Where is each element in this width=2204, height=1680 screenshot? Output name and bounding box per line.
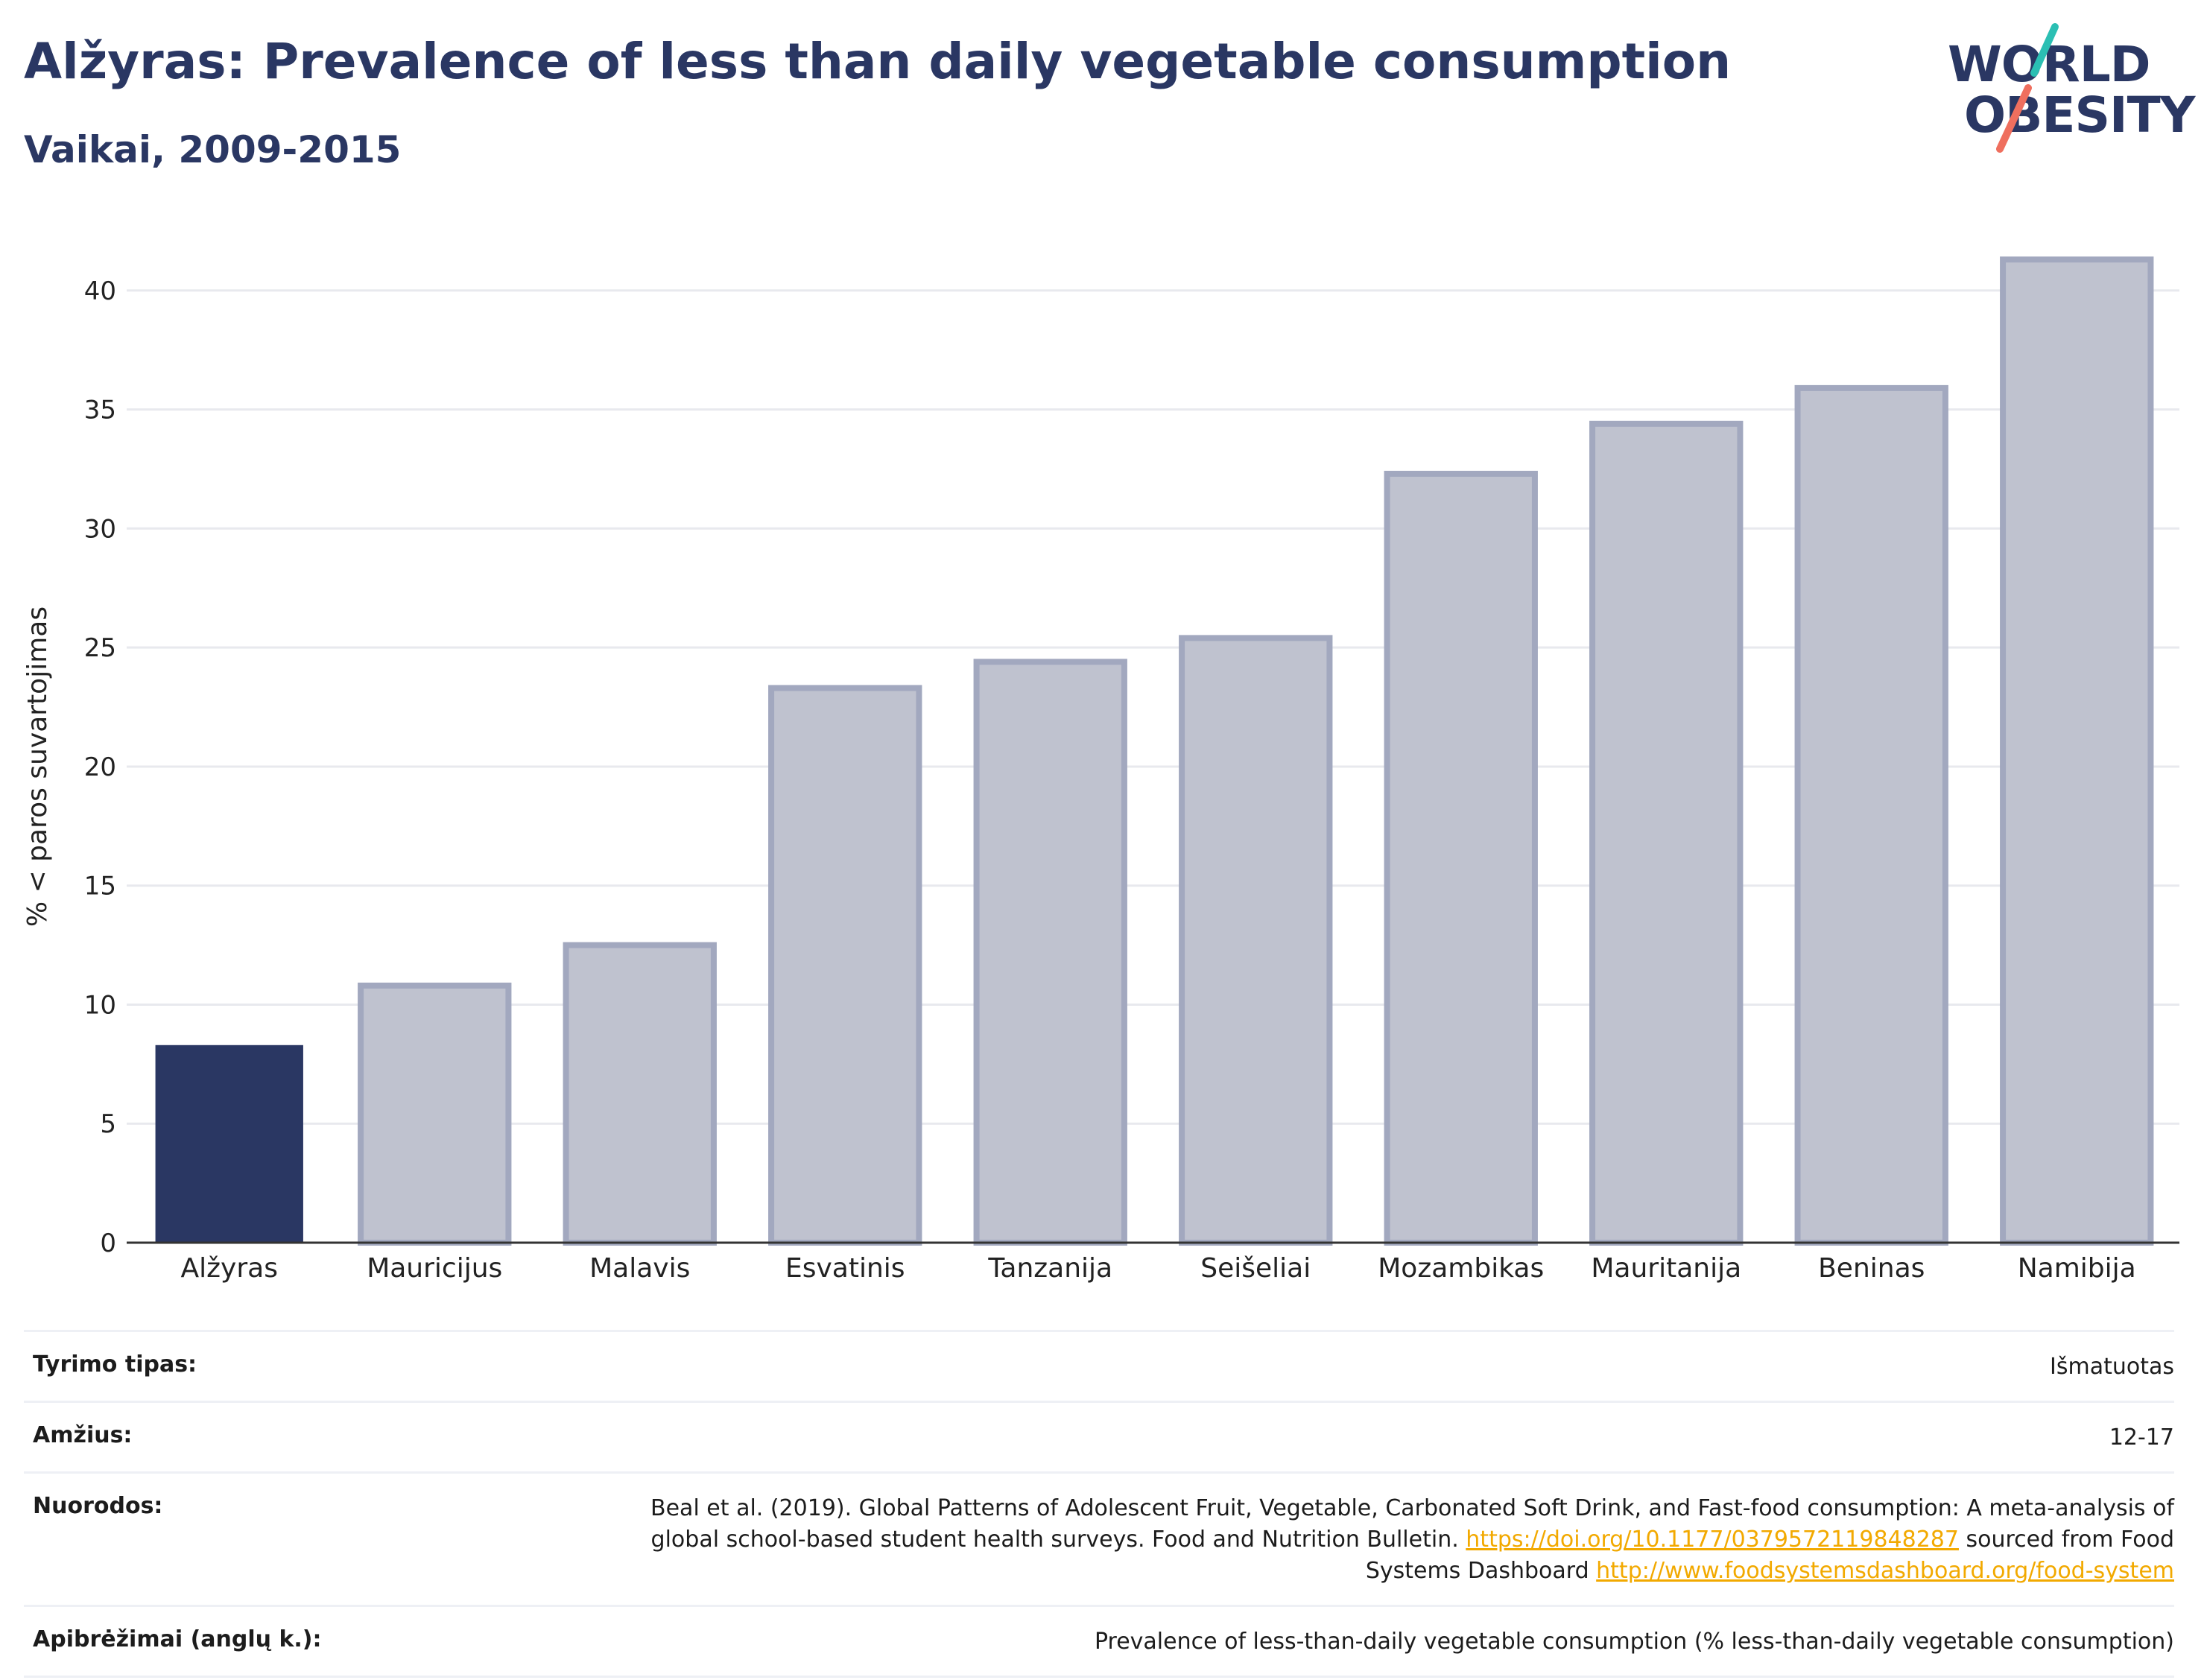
- y-tick-label: 15: [84, 872, 116, 901]
- bar-Mozambikas: [1384, 470, 1538, 1246]
- info-label: Amžius:: [33, 1422, 133, 1448]
- bar-Seišeliai: [1179, 635, 1333, 1246]
- info-value: Prevalence of less-than-daily vegetable …: [1094, 1629, 2174, 1655]
- x-tick-label: Tanzanija: [987, 1253, 1112, 1284]
- logo-slash-icon: [1996, 23, 2059, 153]
- info-row-definitions: Apibrėžimai (anglų k.): Prevalence of le…: [24, 1605, 2174, 1678]
- bar-Beninas: [1794, 384, 1948, 1246]
- x-tick-label: Beninas: [1818, 1253, 1925, 1284]
- bar-chart: 0 5 10 15 20 25 30 35 40 Alžyras Mauricijus Malavis…: [22, 256, 2179, 1284]
- x-tick-label: Seišeliai: [1200, 1253, 1311, 1284]
- x-tick-label: Esvatinis: [785, 1253, 905, 1284]
- bars: [155, 256, 2154, 1246]
- y-tick-label: 40: [84, 276, 116, 306]
- info-label: Apibrėžimai (anglų k.):: [33, 1626, 322, 1652]
- food-systems-dashboard-link[interactable]: http://www.foodsystemsdashboard.org/food…: [1596, 1558, 2174, 1584]
- bar-Mauricijus: [358, 982, 512, 1246]
- y-axis-title: % < paros suvartojimas: [22, 606, 53, 927]
- info-value: Beal et al. (2019). Global Patterns of A…: [580, 1493, 2174, 1587]
- info-value: Išmatuotas: [2050, 1354, 2174, 1380]
- y-tick-label: 35: [84, 396, 116, 425]
- bar-Alžyras: [155, 1045, 303, 1243]
- info-value: 12-17: [2109, 1424, 2174, 1451]
- bar-Mauritanija: [1589, 420, 1744, 1246]
- y-tick-label: 0: [100, 1229, 116, 1258]
- x-tick-label: Mauricijus: [367, 1253, 502, 1284]
- y-tick-label: 10: [84, 990, 116, 1020]
- x-tick-label: Namibija: [2018, 1253, 2136, 1284]
- chart-subtitle: Vaikai, 2009-2015: [24, 128, 402, 171]
- reference-text: Beal et al. (2019). Global Patterns of A…: [650, 1495, 2174, 1553]
- info-row-survey-type: Tyrimo tipas: Išmatuotas: [24, 1330, 2174, 1401]
- info-label: Nuorodos:: [33, 1493, 163, 1519]
- y-tick-label: 5: [100, 1109, 116, 1139]
- chart-title: Alžyras: Prevalence of less than daily v…: [24, 33, 1732, 90]
- bar-Esvatinis: [768, 685, 922, 1246]
- bar-Malavis: [563, 942, 717, 1246]
- y-tick-label: 20: [84, 752, 116, 782]
- x-tick-label: Mauritanija: [1591, 1253, 1741, 1284]
- y-tick-label: 30: [84, 514, 116, 544]
- doi-link[interactable]: https://doi.org/10.1177/0379572119848287: [1466, 1527, 1959, 1553]
- info-row-age: Amžius: 12-17: [24, 1401, 2174, 1471]
- info-table: Tyrimo tipas: Išmatuotas Amžius: 12-17 N…: [24, 1330, 2174, 1678]
- x-tick-label: Mozambikas: [1378, 1253, 1544, 1284]
- bar-Tanzanija: [973, 659, 1127, 1246]
- bar-Namibija: [2000, 256, 2154, 1246]
- y-tick-label: 25: [84, 633, 116, 663]
- x-tick-label: Malavis: [589, 1253, 690, 1284]
- info-row-references: Nuorodos: Beal et al. (2019). Global Pat…: [24, 1471, 2174, 1605]
- info-label: Tyrimo tipas:: [33, 1351, 197, 1378]
- axes: 0 5 10 15 20 25 30 35 40 Alžyras Mauricijus Malavis…: [84, 276, 2179, 1284]
- reference-text-source: sourced from Food Systems Dashboard: [1365, 1527, 2174, 1584]
- x-tick-label: Alžyras: [181, 1253, 278, 1284]
- world-obesity-logo: WORLD OBESITY: [1937, 21, 2195, 162]
